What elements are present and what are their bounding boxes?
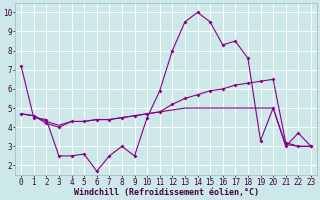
X-axis label: Windchill (Refroidissement éolien,°C): Windchill (Refroidissement éolien,°C) xyxy=(74,188,259,197)
